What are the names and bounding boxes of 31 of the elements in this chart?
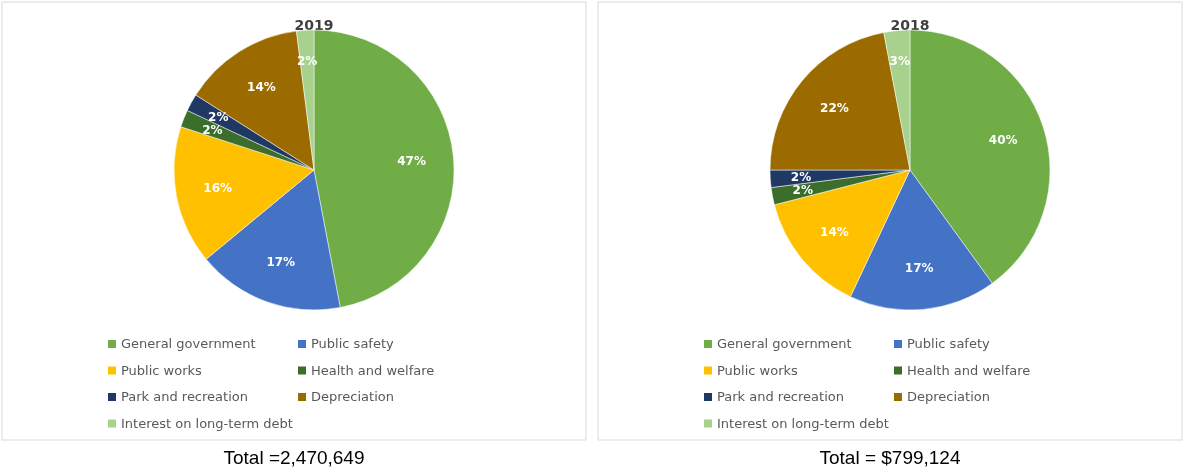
legend-label: Park and recreation [717, 389, 844, 404]
legend-label: Public works [717, 362, 799, 378]
legend-label: Depreciation [311, 389, 394, 404]
legend-label: Depreciation [907, 389, 990, 404]
text: Total =2,470,649 [223, 447, 365, 468]
data-label: 17% [266, 255, 296, 270]
legend-label: General government [717, 336, 852, 351]
data-label: 16% [203, 181, 233, 196]
data-label: 2% [202, 122, 223, 137]
data-label: 22% [820, 100, 849, 115]
legend-label: General government [121, 336, 256, 351]
data-label: 47% [397, 153, 426, 168]
legend-label: Interest on long-term debt [717, 415, 889, 431]
legend-label: Public safety [907, 336, 991, 351]
data-label: 3% [889, 54, 910, 69]
data-label: 14% [820, 225, 849, 240]
text: Total = $799,124 [819, 447, 961, 468]
legend-label: Health and welfare [311, 362, 435, 378]
data-label: 2% [790, 169, 812, 184]
data-label: 2% [208, 110, 229, 125]
data-label: 17% [904, 260, 934, 275]
chart-title: 2018 [890, 17, 930, 33]
legend-label: Park and recreation [121, 389, 248, 404]
data-label: 2% [792, 183, 813, 198]
legend-label: Interest on long-term debt [121, 415, 293, 431]
data-label: 40% [988, 132, 1018, 147]
legend-label: Health and welfare [907, 362, 1031, 378]
legend-label: Public works [121, 362, 203, 378]
data-label: 14% [247, 80, 276, 95]
chart-title: 2019 [294, 17, 334, 33]
legend-label: Public safety [311, 336, 395, 351]
